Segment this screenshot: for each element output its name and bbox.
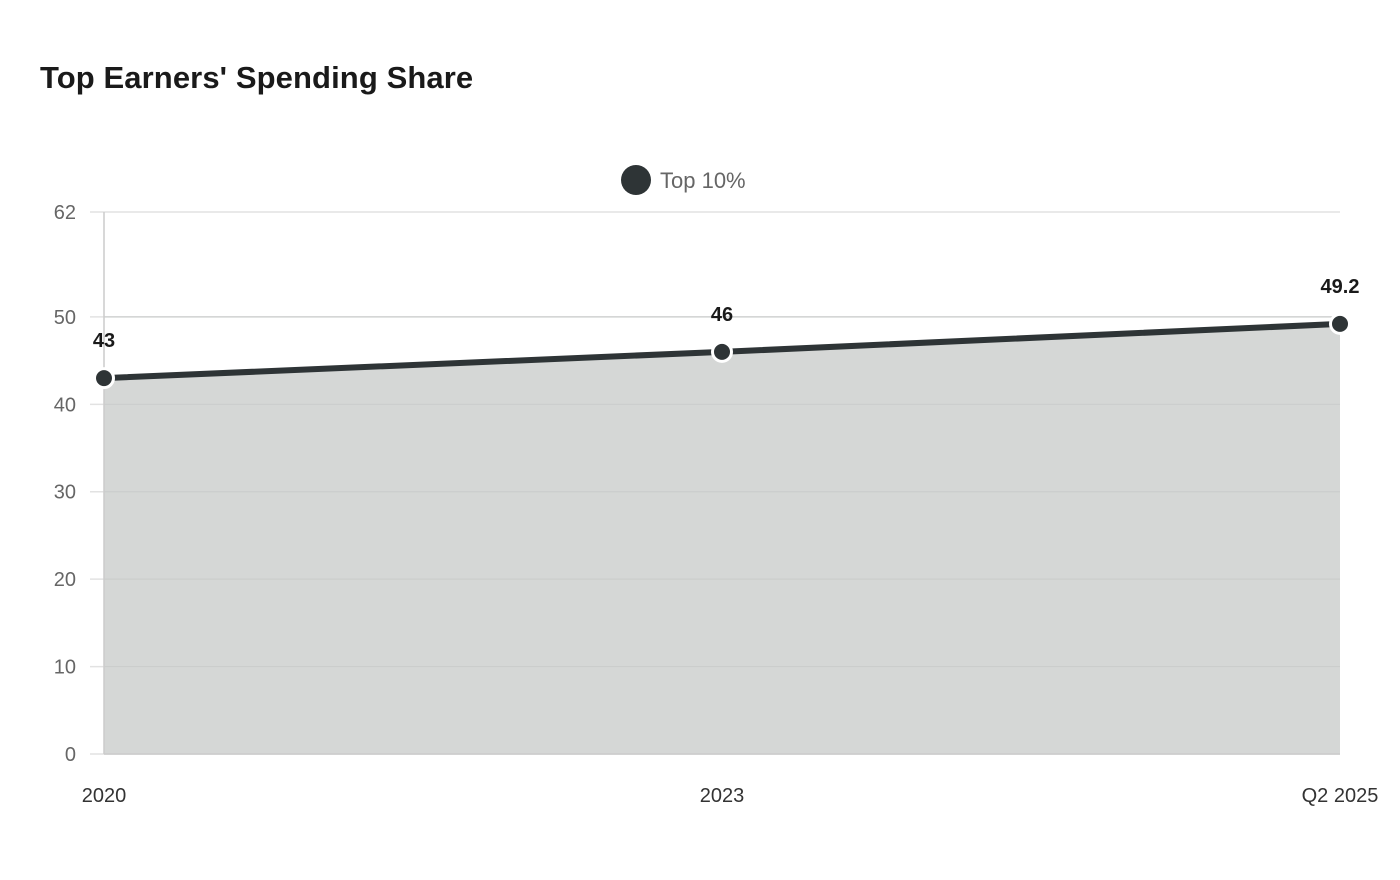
legend-item-top-10[interactable]: Top 10% [621,165,746,195]
data-label: 43 [93,330,115,352]
data-label: 46 [711,304,733,326]
y-tick-label: 10 [54,657,76,679]
data-labels: 43 46 49.2 [93,276,1360,352]
chart-title: Top Earners' Spending Share [40,60,474,95]
data-point [711,340,733,363]
data-point [1329,312,1351,335]
data-label: 49.2 [1321,276,1360,298]
y-tick-label: 30 [54,482,76,504]
series-area [104,323,1340,754]
x-axis-ticks: 2020 2023 Q2 2025 [82,785,1379,807]
legend-swatch-icon [621,165,651,195]
y-tick-label: 62 [54,202,76,224]
y-tick-label: 50 [54,307,76,329]
x-tick-label: 2023 [700,785,745,807]
y-tick-label: 20 [54,569,76,591]
y-axis-ticks: 0 10 20 30 40 50 62 [54,202,76,766]
legend[interactable]: Top 10% [621,165,746,195]
data-point [93,367,115,390]
x-tick-label: 2020 [82,785,127,807]
area-layer [104,316,1340,755]
data-points [93,312,1351,390]
legend-label: Top 10% [660,168,746,193]
x-tick-label: Q2 2025 [1302,785,1379,807]
y-tick-label: 40 [54,394,76,416]
y-tick-label: 0 [65,744,76,766]
axes [103,212,1340,755]
